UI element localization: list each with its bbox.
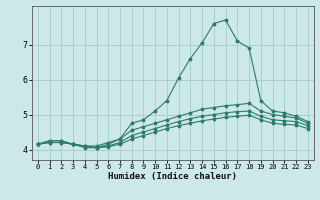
X-axis label: Humidex (Indice chaleur): Humidex (Indice chaleur)	[108, 172, 237, 181]
